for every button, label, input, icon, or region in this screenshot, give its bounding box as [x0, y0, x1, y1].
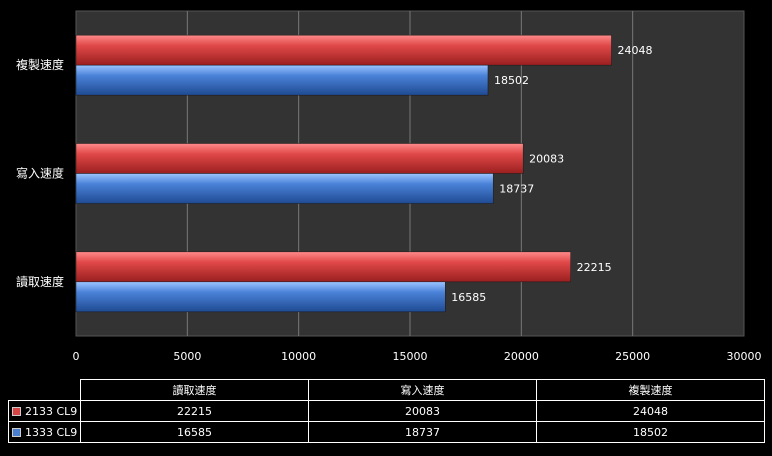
bars — [75, 34, 612, 313]
x-tick-label: 0 — [73, 350, 80, 363]
data-label: 16585 — [451, 291, 486, 304]
series-2133-label: 2133 CL9 — [25, 404, 78, 418]
data-label: 24048 — [617, 44, 652, 57]
data-labels: 22215 16585 20083 18737 24048 18502 — [451, 44, 652, 304]
table-header-write: 寫入速度 — [308, 379, 537, 401]
table-row: 1333 CL9 16585 18737 18502 — [8, 421, 765, 443]
x-tick-label: 30000 — [727, 350, 762, 363]
data-table: 讀取速度 寫入速度 複製速度 2133 CL9 22215 20083 2404… — [8, 379, 765, 443]
table-corner — [9, 380, 81, 401]
legend-key-red — [12, 407, 21, 416]
category-labels: 讀取速度 寫入速度 複製速度 — [16, 57, 64, 289]
table-cell: 20083 — [308, 400, 537, 422]
series-2133-cell: 2133 CL9 — [8, 400, 81, 422]
category-label: 寫入速度 — [16, 166, 64, 181]
series-1333-label: 1333 CL9 — [25, 425, 78, 439]
data-label: 18502 — [494, 74, 529, 87]
bar — [75, 143, 524, 174]
category-label: 複製速度 — [16, 57, 64, 72]
table-header-row: 讀取速度 寫入速度 複製速度 — [9, 379, 765, 401]
bar-chart: 0 5000 10000 15000 20000 25000 30000 讀取速度 寫入速度 複… — [16, 10, 762, 363]
table-cell: 16585 — [80, 421, 309, 443]
bar — [75, 34, 612, 66]
table-cell: 18502 — [536, 421, 765, 443]
table-header-read: 讀取速度 — [80, 379, 309, 401]
x-tick-label: 5000 — [173, 350, 201, 363]
x-axis-ticks: 0 5000 10000 15000 20000 25000 30000 — [73, 350, 762, 363]
data-label: 22215 — [577, 261, 612, 274]
table-header-copy: 複製速度 — [536, 379, 765, 401]
series-1333-cell: 1333 CL9 — [8, 421, 81, 443]
table-cell: 24048 — [536, 400, 765, 422]
x-tick-label: 20000 — [504, 350, 539, 363]
bar — [75, 281, 446, 313]
bar — [75, 251, 571, 283]
table-cell: 22215 — [80, 400, 309, 422]
data-label: 20083 — [529, 153, 564, 166]
x-tick-label: 15000 — [393, 350, 428, 363]
table-row: 2133 CL9 22215 20083 24048 — [8, 400, 765, 422]
category-label: 讀取速度 — [16, 274, 64, 289]
bar — [75, 173, 494, 204]
x-tick-label: 10000 — [281, 350, 316, 363]
table-cell: 18737 — [308, 421, 537, 443]
legend-key-blue — [12, 428, 21, 437]
bar — [75, 64, 489, 96]
x-tick-label: 25000 — [615, 350, 650, 363]
data-label: 18737 — [499, 183, 534, 196]
